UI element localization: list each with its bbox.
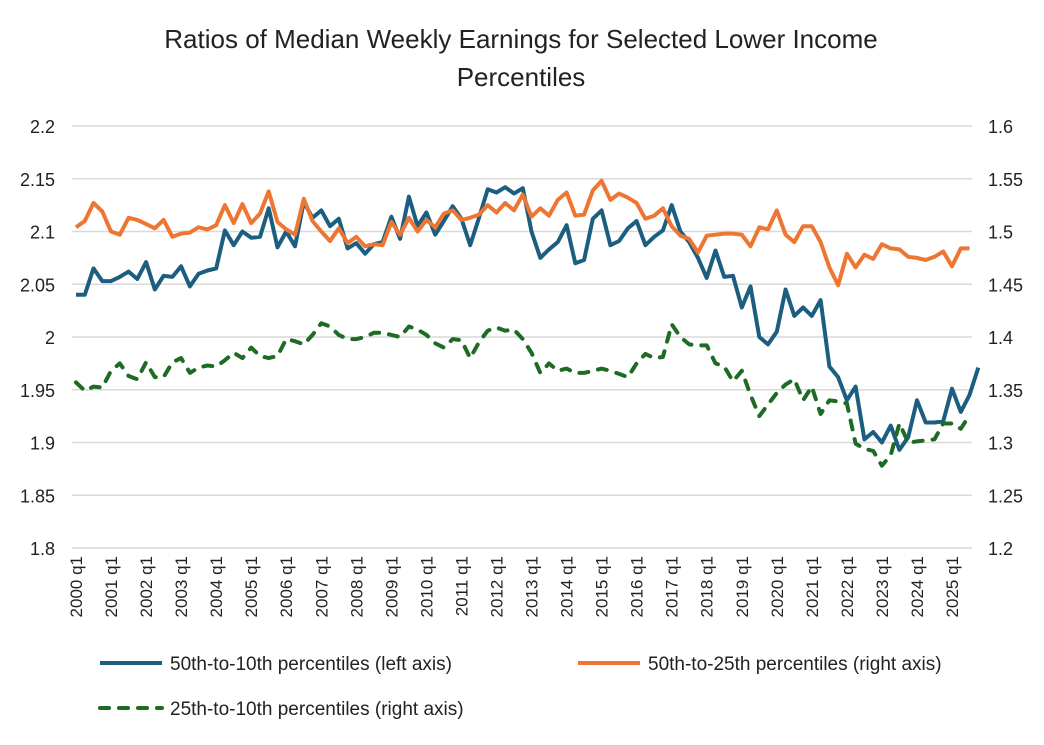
left-tick-label: 1.95 xyxy=(20,381,55,401)
left-tick-label: 2.15 xyxy=(20,170,55,190)
x-tick-label: 2008 q1 xyxy=(347,556,366,617)
right-axis: 1.2 1.25 1.3 1.35 1.4 1.45 1.5 1.55 1.6 xyxy=(988,117,1023,559)
x-tick-label: 2021 q1 xyxy=(803,556,822,617)
legend-label: 25th-to-10th percentiles (right axis) xyxy=(170,699,464,720)
x-tick-label: 2012 q1 xyxy=(487,556,506,617)
right-tick-label: 1.45 xyxy=(988,275,1023,295)
left-tick-label: 2 xyxy=(45,328,55,348)
chart-title-line2: Percentiles xyxy=(457,62,586,92)
series-line-1 xyxy=(74,178,970,288)
x-tick-label: 2015 q1 xyxy=(593,556,612,617)
x-tick-label: 2010 q1 xyxy=(417,556,436,617)
x-tick-label: 2022 q1 xyxy=(838,556,857,617)
x-tick-label: 2024 q1 xyxy=(908,556,927,617)
x-tick-label: 2011 q1 xyxy=(452,556,471,616)
x-tick-label: 2016 q1 xyxy=(628,556,647,617)
legend: 50th-to-10th percentiles (left axis) 50th… xyxy=(98,654,942,720)
x-axis: 2000 q1 2001 q1 2002 q1 2003 q1 2004 q1 2005 … xyxy=(67,556,962,617)
x-tick-label: 2019 q1 xyxy=(733,556,752,617)
legend-label: 50th-to-10th percentiles (left axis) xyxy=(170,654,452,675)
right-tick-label: 1.55 xyxy=(988,170,1023,190)
left-tick-label: 2.05 xyxy=(20,275,55,295)
x-tick-label: 2023 q1 xyxy=(873,556,892,617)
series-line-2 xyxy=(74,321,972,468)
chart-title-line1: Ratios of Median Weekly Earnings for Sel… xyxy=(164,24,877,54)
x-tick-label: 2004 q1 xyxy=(207,556,226,617)
right-tick-label: 1.5 xyxy=(988,223,1013,243)
left-tick-label: 1.8 xyxy=(30,539,55,559)
right-tick-label: 1.4 xyxy=(988,328,1013,348)
left-tick-label: 2.2 xyxy=(30,117,55,137)
x-tick-label: 2013 q1 xyxy=(523,556,542,617)
x-tick-label: 2002 q1 xyxy=(137,556,156,617)
x-tick-label: 2001 q1 xyxy=(102,556,121,617)
series-lines xyxy=(74,178,981,468)
left-tick-label: 1.9 xyxy=(30,434,55,454)
x-tick-label: 2007 q1 xyxy=(312,556,331,617)
left-axis: 1.8 1.85 1.9 1.95 2 2.05 2.1 2.15 2.2 xyxy=(20,117,55,559)
x-tick-label: 2020 q1 xyxy=(768,556,787,617)
legend-label: 50th-to-25th percentiles (right axis) xyxy=(648,654,942,675)
left-tick-label: 1.85 xyxy=(20,486,55,506)
right-tick-label: 1.6 xyxy=(988,117,1013,137)
x-tick-label: 2014 q1 xyxy=(558,556,577,617)
x-tick-label: 2005 q1 xyxy=(242,556,261,617)
right-tick-label: 1.35 xyxy=(988,381,1023,401)
right-tick-label: 1.3 xyxy=(988,434,1013,454)
x-tick-label: 2009 q1 xyxy=(382,556,401,617)
x-tick-label: 2003 q1 xyxy=(172,556,191,617)
x-tick-label: 2025 q1 xyxy=(943,556,962,617)
x-tick-label: 2006 q1 xyxy=(277,556,296,617)
x-tick-label: 2018 q1 xyxy=(698,556,717,617)
x-tick-label: 2017 q1 xyxy=(663,556,682,617)
right-tick-label: 1.25 xyxy=(988,486,1023,506)
right-tick-label: 1.2 xyxy=(988,539,1013,559)
left-tick-label: 2.1 xyxy=(30,223,55,243)
x-tick-label: 2000 q1 xyxy=(67,556,86,617)
